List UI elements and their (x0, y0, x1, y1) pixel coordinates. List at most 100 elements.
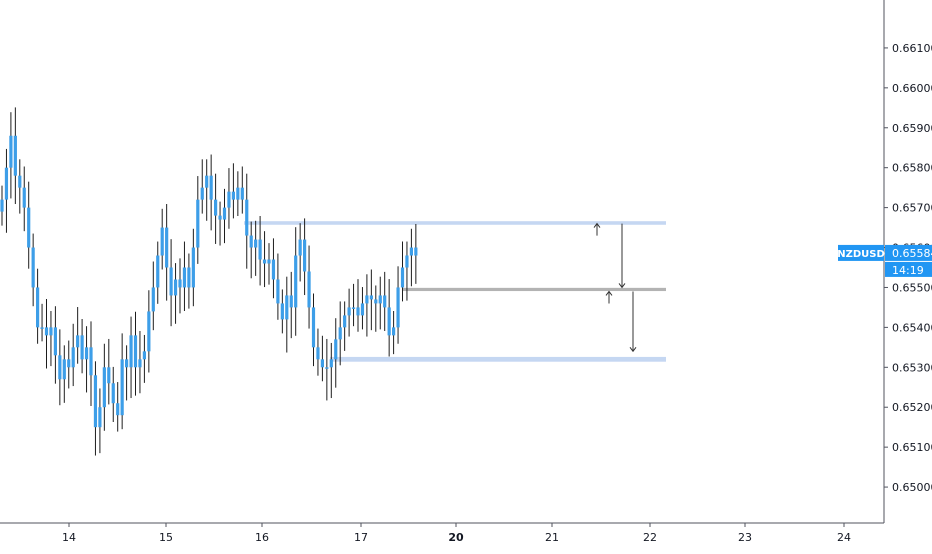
candle-body[interactable] (262, 259, 267, 264)
candle-body[interactable] (116, 403, 120, 416)
candle-body[interactable] (218, 215, 222, 220)
middle-zone[interactable] (402, 287, 666, 292)
candle-body[interactable] (62, 359, 66, 380)
candle-body[interactable] (160, 227, 164, 256)
candle-body[interactable] (222, 207, 227, 220)
candle-body[interactable] (343, 315, 347, 328)
candle-body[interactable] (31, 247, 35, 288)
candle-body[interactable] (27, 207, 31, 248)
candle-body[interactable] (325, 367, 329, 369)
candle-body[interactable] (40, 327, 44, 329)
candle-body[interactable] (356, 307, 360, 316)
candle-body[interactable] (351, 307, 356, 309)
candle-body[interactable] (374, 299, 378, 304)
candle-body[interactable] (209, 175, 213, 200)
candle-body[interactable] (13, 135, 17, 176)
candle-body[interactable] (311, 307, 316, 348)
candle-body[interactable] (76, 335, 80, 348)
candle-body[interactable] (36, 287, 40, 328)
candle-body[interactable] (267, 259, 271, 264)
candle-body[interactable] (187, 267, 191, 288)
candle-body[interactable] (67, 359, 71, 368)
candle-body[interactable] (231, 191, 235, 200)
candle-body[interactable] (133, 335, 138, 368)
candle-body[interactable] (338, 327, 342, 340)
candle-body[interactable] (383, 295, 387, 308)
candle-body[interactable] (120, 359, 124, 416)
candle-body[interactable] (320, 359, 324, 368)
candle-body[interactable] (147, 311, 151, 352)
candle-body[interactable] (298, 239, 302, 256)
candle-body[interactable] (182, 267, 187, 288)
candle-body[interactable] (285, 295, 289, 320)
candle-body[interactable] (169, 267, 173, 296)
candle-body[interactable] (214, 199, 218, 216)
candle-body[interactable] (142, 351, 146, 360)
candle-body[interactable] (125, 359, 129, 368)
candle-body[interactable] (409, 247, 413, 256)
candle-body[interactable] (227, 191, 231, 208)
candle-body[interactable] (258, 239, 262, 260)
candle-body[interactable] (307, 271, 311, 308)
candle-body[interactable] (156, 255, 160, 288)
candle-body[interactable] (289, 295, 293, 308)
candle-body[interactable] (347, 307, 351, 316)
candle-body[interactable] (111, 383, 115, 404)
candle-body[interactable] (200, 187, 204, 200)
candle-body[interactable] (249, 235, 253, 248)
candle-body[interactable] (18, 175, 22, 188)
candle-body[interactable] (178, 279, 182, 288)
candle-body[interactable] (98, 407, 102, 428)
candle-body[interactable] (236, 187, 240, 200)
candle-body[interactable] (71, 347, 75, 368)
candle-body[interactable] (53, 327, 57, 356)
candle-body[interactable] (396, 287, 400, 328)
candle-body[interactable] (360, 303, 365, 316)
candle-body[interactable] (9, 135, 13, 168)
candle-body[interactable] (107, 367, 111, 384)
candle-body[interactable] (93, 375, 98, 428)
candle-body[interactable] (316, 347, 320, 360)
candle-body[interactable] (22, 187, 26, 208)
candle-body[interactable] (138, 359, 142, 368)
candle-body[interactable] (89, 347, 93, 376)
candle-body[interactable] (80, 335, 84, 360)
candle-body[interactable] (392, 327, 396, 336)
candle-body[interactable] (294, 255, 298, 308)
candle-body[interactable] (151, 287, 155, 312)
candle-body[interactable] (334, 339, 338, 360)
candle-body[interactable] (378, 295, 382, 304)
candle-body[interactable] (276, 279, 280, 304)
candle-body[interactable] (58, 355, 62, 380)
candle-body[interactable] (129, 335, 133, 368)
candle-body[interactable] (369, 295, 373, 300)
candle-body[interactable] (4, 167, 9, 200)
candle-body[interactable] (303, 239, 307, 272)
candle-body[interactable] (405, 255, 409, 268)
candle-body[interactable] (196, 199, 200, 248)
candle-body[interactable] (365, 295, 369, 304)
candle-body[interactable] (280, 303, 284, 320)
candle-body[interactable] (191, 247, 195, 288)
candle-body[interactable] (254, 239, 258, 248)
upper-zone[interactable] (244, 221, 666, 225)
candle-body[interactable] (49, 327, 53, 336)
candle-body[interactable] (205, 175, 209, 188)
candle-body[interactable] (329, 359, 333, 368)
candle-body[interactable] (173, 279, 178, 296)
candle-body[interactable] (387, 307, 391, 336)
candle-body[interactable] (240, 187, 244, 200)
candle-body[interactable] (400, 267, 405, 288)
lower-zone[interactable] (330, 356, 666, 362)
candle-body[interactable] (245, 199, 249, 236)
candle-body[interactable] (44, 327, 49, 336)
candle-body[interactable] (271, 259, 276, 280)
candle-body[interactable] (84, 347, 89, 360)
candle-body[interactable] (102, 367, 106, 408)
candle-body[interactable] (0, 199, 4, 212)
candle-body[interactable] (414, 247, 418, 256)
candle-body[interactable] (165, 227, 169, 268)
